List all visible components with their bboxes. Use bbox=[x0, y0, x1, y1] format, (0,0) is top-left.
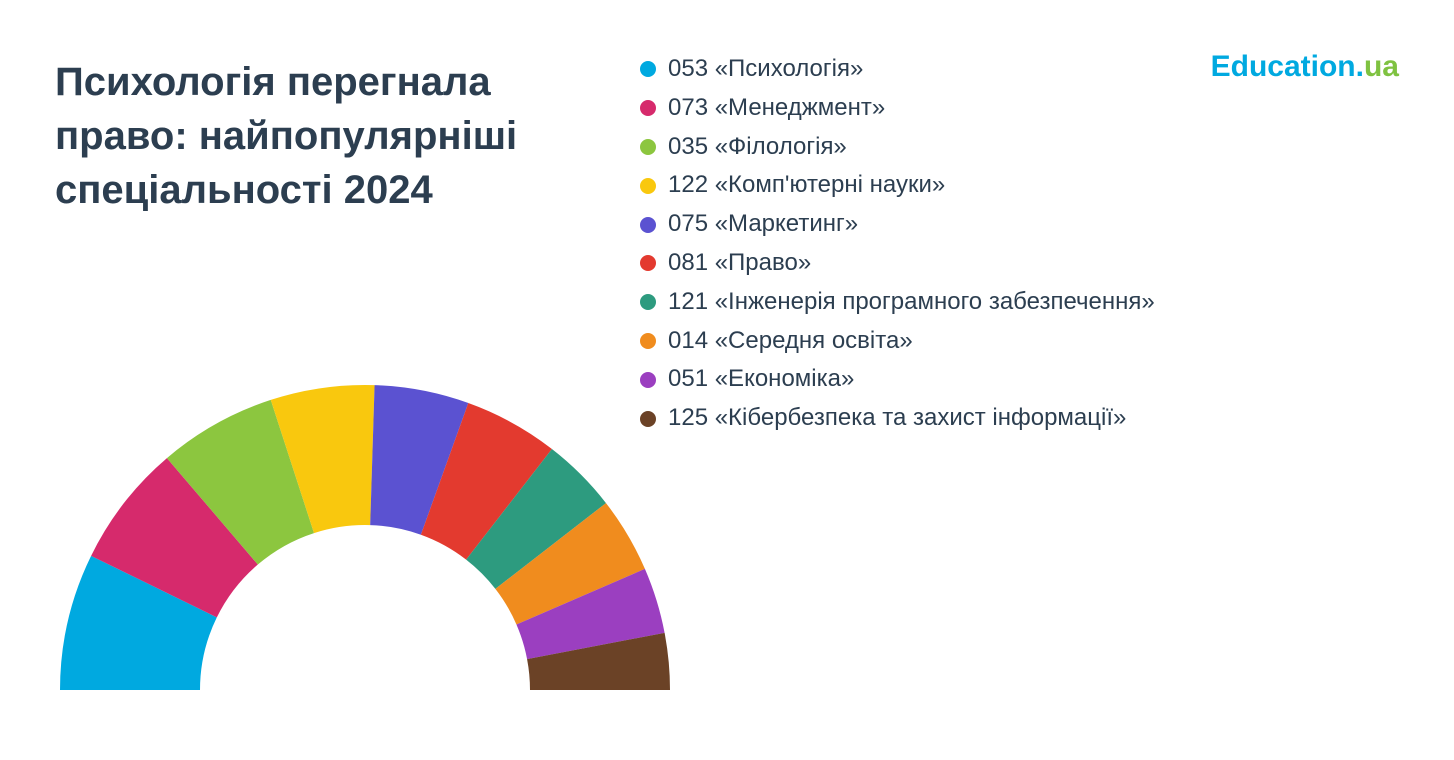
logo-text-ua: ua bbox=[1364, 50, 1399, 84]
legend-dot-icon bbox=[640, 333, 656, 349]
legend-item: 053 «Психологія» bbox=[640, 55, 1155, 84]
legend-item: 035 «Філологія» bbox=[640, 133, 1155, 162]
legend-dot-icon bbox=[640, 255, 656, 271]
legend-label: 125 «Кібербезпека та захист інформації» bbox=[668, 404, 1126, 433]
logo: Education.ua bbox=[1211, 50, 1399, 84]
legend-item: 122 «Комп'ютерні науки» bbox=[640, 171, 1155, 200]
legend-dot-icon bbox=[640, 61, 656, 77]
legend-label: 122 «Комп'ютерні науки» bbox=[668, 171, 945, 200]
legend-item: 073 «Менеджмент» bbox=[640, 94, 1155, 123]
legend-item: 075 «Маркетинг» bbox=[640, 210, 1155, 239]
legend-label: 053 «Психологія» bbox=[668, 55, 863, 84]
legend-label: 035 «Філологія» bbox=[668, 133, 847, 162]
legend-dot-icon bbox=[640, 178, 656, 194]
legend-label: 121 «Інженерія програмного забезпечення» bbox=[668, 288, 1155, 317]
logo-text-dot: . bbox=[1356, 50, 1364, 84]
legend-dot-icon bbox=[640, 372, 656, 388]
semi-donut-chart bbox=[55, 360, 675, 700]
legend-dot-icon bbox=[640, 139, 656, 155]
legend-dot-icon bbox=[640, 294, 656, 310]
legend-item: 125 «Кібербезпека та захист інформації» bbox=[640, 404, 1155, 433]
legend-label: 075 «Маркетинг» bbox=[668, 210, 858, 239]
legend-dot-icon bbox=[640, 100, 656, 116]
legend-item: 121 «Інженерія програмного забезпечення» bbox=[640, 288, 1155, 317]
page-title: Психологія перегнала право: найпопулярні… bbox=[55, 55, 615, 217]
legend-item: 081 «Право» bbox=[640, 249, 1155, 278]
legend-label: 081 «Право» bbox=[668, 249, 811, 278]
legend-label: 014 «Середня освіта» bbox=[668, 327, 913, 356]
legend-dot-icon bbox=[640, 217, 656, 233]
legend: 053 «Психологія» 073 «Менеджмент» 035 «Філ… bbox=[640, 55, 1155, 433]
logo-text-edu: Education bbox=[1211, 50, 1356, 84]
legend-label: 073 «Менеджмент» bbox=[668, 94, 885, 123]
legend-label: 051 «Економіка» bbox=[668, 365, 854, 394]
legend-item: 014 «Середня освіта» bbox=[640, 327, 1155, 356]
legend-item: 051 «Економіка» bbox=[640, 365, 1155, 394]
legend-dot-icon bbox=[640, 411, 656, 427]
